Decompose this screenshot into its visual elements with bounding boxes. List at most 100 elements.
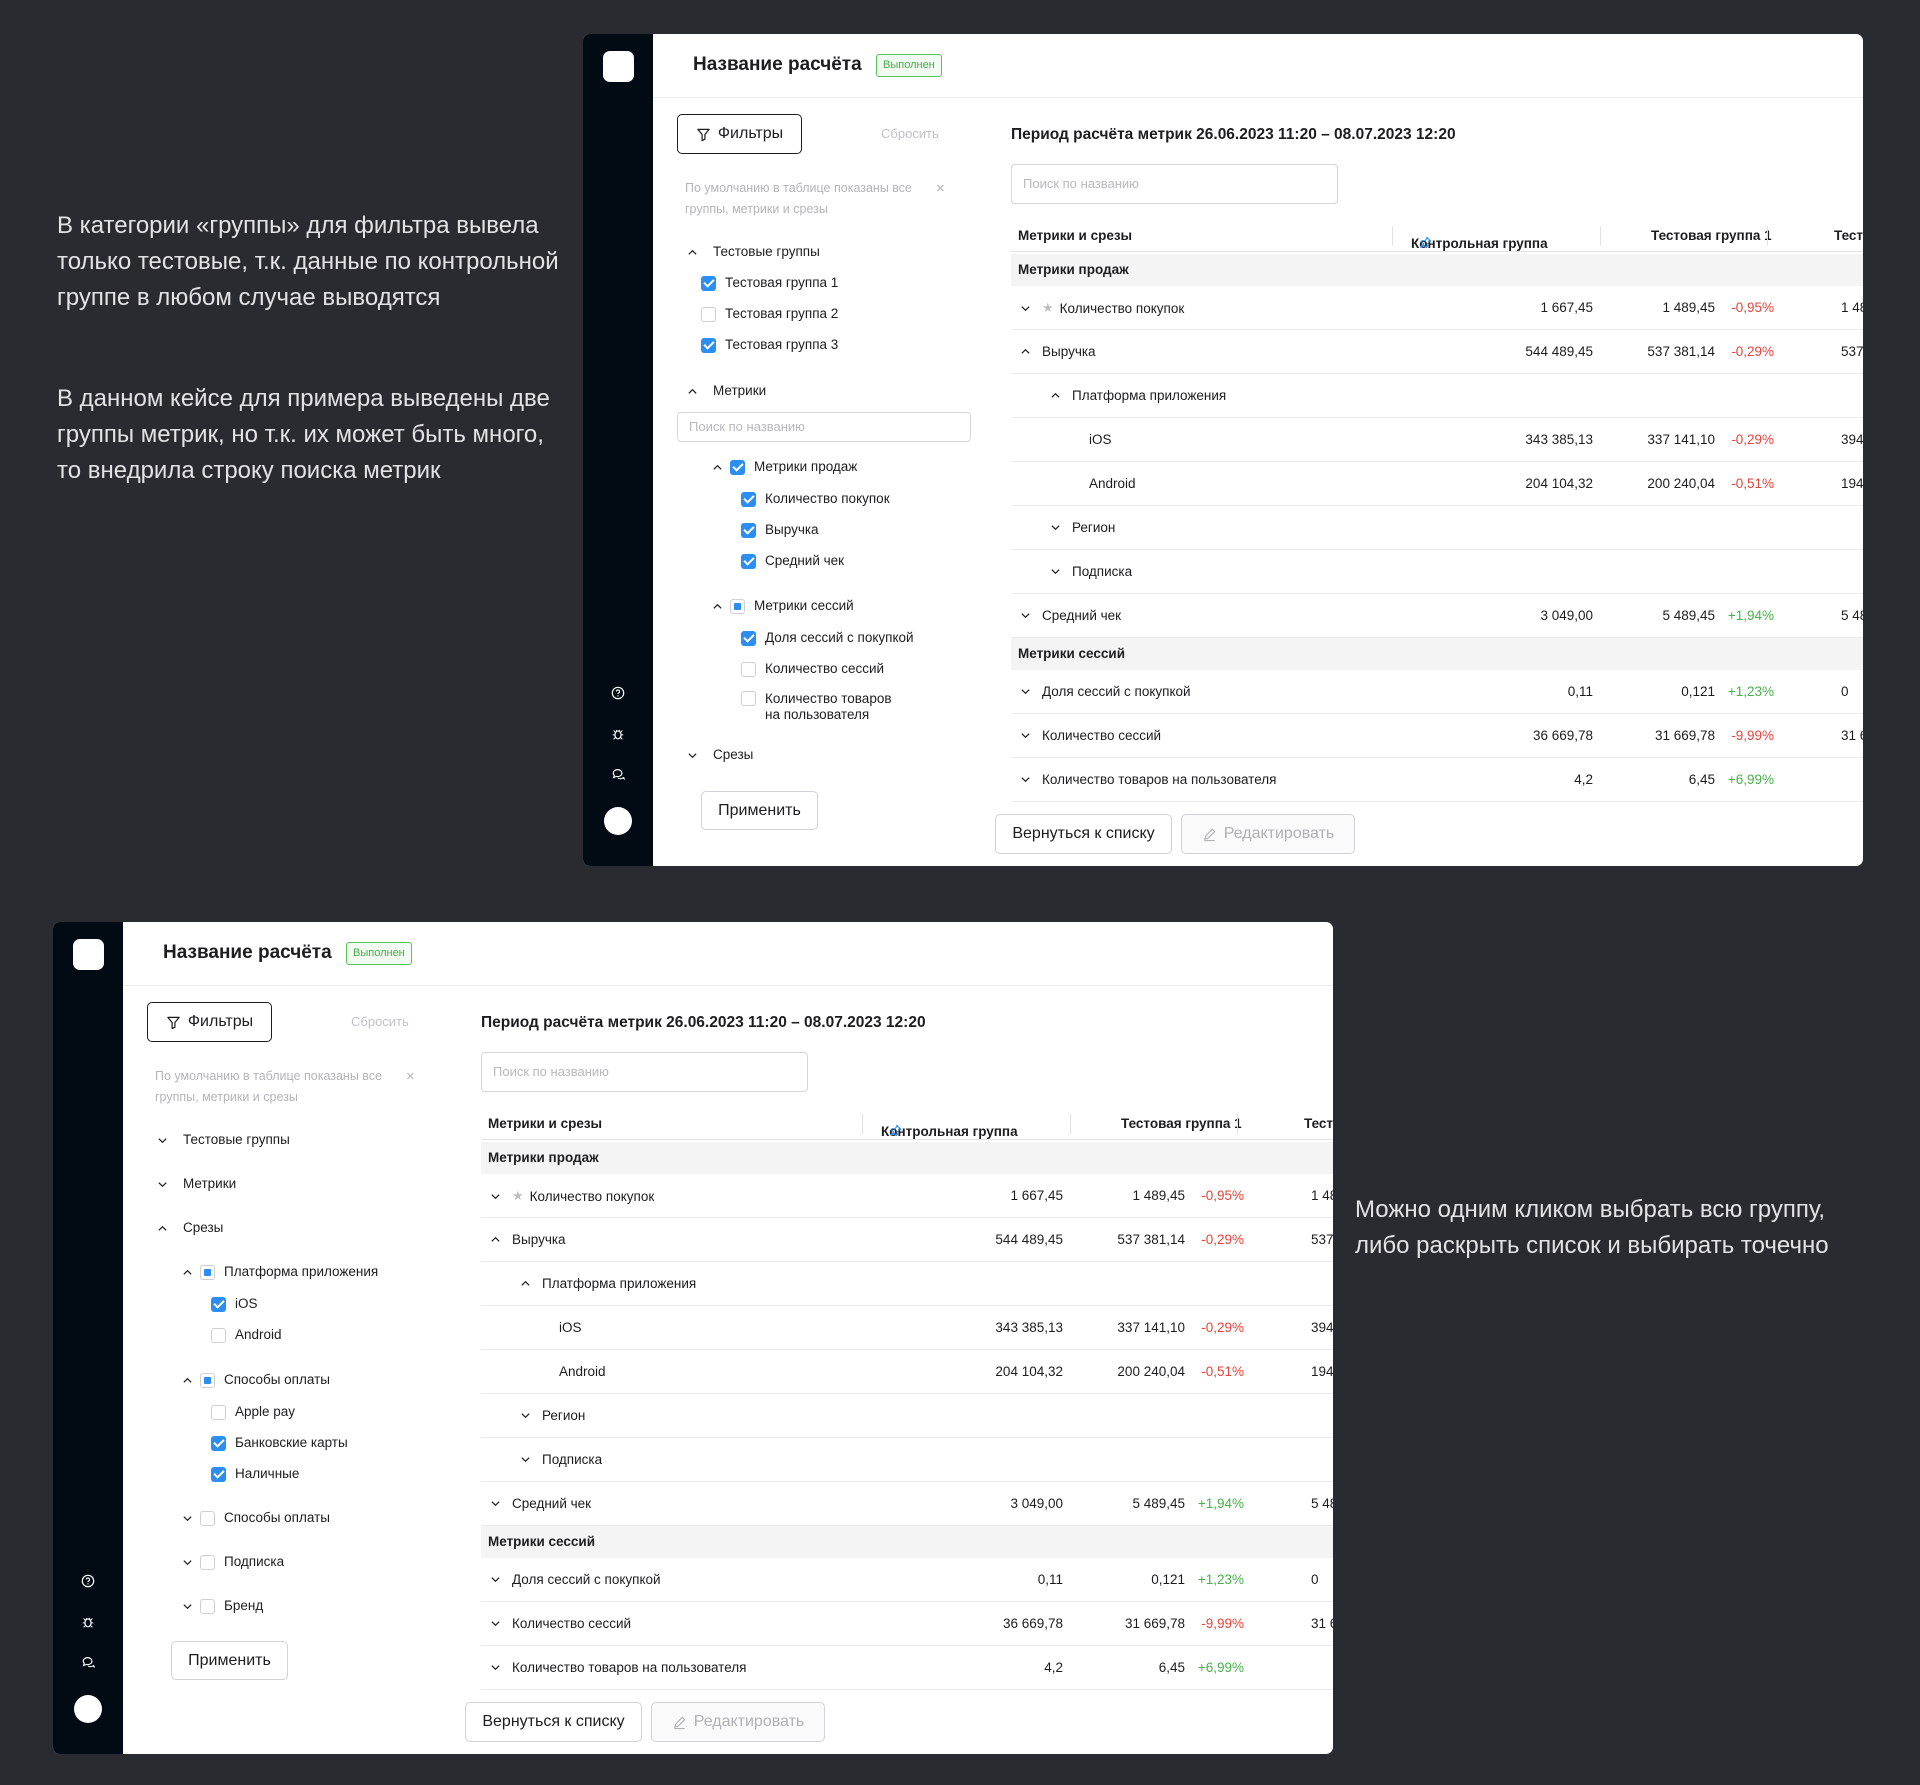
chat-icon[interactable] xyxy=(53,1651,123,1673)
chevron-down-icon[interactable] xyxy=(1048,521,1062,535)
pin-icon[interactable] xyxy=(889,1124,902,1140)
filters-button[interactable]: Фильтры xyxy=(147,1002,272,1042)
checkbox[interactable] xyxy=(211,1327,226,1343)
app-logo[interactable] xyxy=(603,51,634,82)
chevron-up-icon[interactable] xyxy=(518,1277,532,1291)
table-row[interactable]: Средний чек 3 049,00 5 489,45 +1,94% 5 4… xyxy=(1011,594,1863,638)
filter-sessions-group[interactable]: Метрики сессий xyxy=(710,598,854,614)
filter-section-slices[interactable]: Срезы xyxy=(155,1220,223,1236)
reset-button[interactable]: Сбросить xyxy=(881,126,939,141)
checkbox[interactable] xyxy=(200,1510,215,1526)
table-row[interactable]: ★ Количество покупок 1 667,45 1 489,45 -0… xyxy=(481,1174,1333,1218)
hint-close-icon[interactable]: × xyxy=(936,180,945,197)
filter-payment-item[interactable]: Apple pay xyxy=(211,1404,295,1420)
checkbox[interactable] xyxy=(200,1598,215,1614)
table-row[interactable]: Подписка xyxy=(1011,550,1863,594)
table-row[interactable]: Количество товаров на пользователя 4,2 6… xyxy=(1011,758,1863,802)
table-row[interactable]: iOS 343 385,13 337 141,10 -0,29% 394 73 xyxy=(481,1306,1333,1350)
table-row[interactable]: Android 204 104,32 200 240,04 -0,51% 194… xyxy=(481,1350,1333,1394)
apply-button[interactable]: Применить xyxy=(701,791,818,830)
chevron-down-icon[interactable] xyxy=(488,1661,502,1675)
filter-section-groups[interactable]: Тестовые группы xyxy=(685,244,820,260)
checkbox[interactable] xyxy=(200,1372,215,1388)
search-input[interactable]: Поиск по названию xyxy=(1011,164,1338,204)
bug-icon[interactable] xyxy=(583,723,653,745)
filters-button[interactable]: Фильтры xyxy=(677,114,802,154)
checkbox[interactable] xyxy=(741,553,756,569)
filter-section-metrics[interactable]: Метрики xyxy=(155,1176,236,1192)
chat-icon[interactable] xyxy=(583,763,653,785)
checkbox[interactable] xyxy=(730,598,745,614)
pin-icon[interactable] xyxy=(1419,236,1432,252)
checkbox[interactable] xyxy=(741,630,756,646)
chevron-down-icon[interactable] xyxy=(1018,301,1032,315)
chevron-down-icon[interactable] xyxy=(1018,685,1032,699)
app-logo[interactable] xyxy=(73,939,104,970)
table-row[interactable]: Выручка 544 489,45 537 381,14 -0,29% 537… xyxy=(481,1218,1333,1262)
filter-group-2[interactable]: Тестовая группа 2 xyxy=(701,306,838,322)
checkbox[interactable] xyxy=(200,1264,215,1280)
table-row[interactable]: Платформа приложения xyxy=(481,1262,1333,1306)
checkbox[interactable] xyxy=(701,275,716,291)
bug-icon[interactable] xyxy=(53,1611,123,1633)
checkbox[interactable] xyxy=(741,491,756,507)
table-row[interactable]: Платформа приложения xyxy=(1011,374,1863,418)
metrics-search-input[interactable]: Поиск по названию xyxy=(677,412,971,442)
table-row[interactable]: ★ Количество покупок 1 667,45 1 489,45 -0… xyxy=(1011,286,1863,330)
chevron-down-icon[interactable] xyxy=(518,1409,532,1423)
search-input[interactable]: Поиск по названию xyxy=(481,1052,808,1092)
filter-section-metrics[interactable]: Метрики xyxy=(685,383,766,399)
table-row[interactable]: Регион xyxy=(1011,506,1863,550)
filter-sales-item[interactable]: Средний чек xyxy=(741,553,844,569)
table-row[interactable]: Количество сессий 36 669,78 31 669,78 -9… xyxy=(1011,714,1863,758)
chevron-down-icon[interactable] xyxy=(488,1617,502,1631)
star-icon[interactable]: ★ xyxy=(512,1188,524,1203)
filter-platform-group[interactable]: Платформа приложения xyxy=(180,1264,378,1280)
table-row[interactable]: Доля сессий с покупкой 0,11 0,121 +1,23%… xyxy=(481,1558,1333,1602)
table-row[interactable]: Android 204 104,32 200 240,04 -0,51% 194… xyxy=(1011,462,1863,506)
filter-sessions-item[interactable]: Количество товаров на пользователя xyxy=(741,691,892,723)
chevron-up-icon[interactable] xyxy=(1048,389,1062,403)
user-avatar[interactable] xyxy=(74,1695,102,1723)
table-row[interactable]: Регион xyxy=(481,1394,1333,1438)
checkbox[interactable] xyxy=(211,1435,226,1451)
table-row[interactable]: Подписка xyxy=(481,1438,1333,1482)
help-icon[interactable] xyxy=(53,1570,123,1592)
checkbox[interactable] xyxy=(200,1554,215,1570)
chevron-down-icon[interactable] xyxy=(518,1453,532,1467)
filter-group-3[interactable]: Тестовая группа 3 xyxy=(701,337,838,353)
chevron-up-icon[interactable] xyxy=(1018,345,1032,359)
checkbox[interactable] xyxy=(741,522,756,538)
filter-payment-item[interactable]: Банковские карты xyxy=(211,1435,348,1451)
user-avatar[interactable] xyxy=(604,807,632,835)
hint-close-icon[interactable]: × xyxy=(406,1068,415,1085)
filter-collapsed-group[interactable]: Бренд xyxy=(180,1598,263,1614)
filter-section-slices[interactable]: Срезы xyxy=(685,747,753,763)
back-button[interactable]: Вернуться к списку xyxy=(465,1702,642,1742)
table-row[interactable]: Доля сессий с покупкой 0,11 0,121 +1,23%… xyxy=(1011,670,1863,714)
checkbox[interactable] xyxy=(701,337,716,353)
filter-sessions-item[interactable]: Доля сессий с покупкой xyxy=(741,630,914,646)
chevron-down-icon[interactable] xyxy=(488,1573,502,1587)
chevron-down-icon[interactable] xyxy=(488,1189,502,1203)
filter-section-groups[interactable]: Тестовые группы xyxy=(155,1132,290,1148)
filter-collapsed-group[interactable]: Способы оплаты xyxy=(180,1510,330,1526)
chevron-down-icon[interactable] xyxy=(1018,609,1032,623)
chevron-down-icon[interactable] xyxy=(1018,773,1032,787)
help-icon[interactable] xyxy=(583,682,653,704)
checkbox[interactable] xyxy=(701,306,716,322)
checkbox[interactable] xyxy=(211,1296,226,1312)
apply-button[interactable]: Применить xyxy=(171,1641,288,1680)
reset-button[interactable]: Сбросить xyxy=(351,1014,409,1029)
table-row[interactable]: Количество сессий 36 669,78 31 669,78 -9… xyxy=(481,1602,1333,1646)
chevron-down-icon[interactable] xyxy=(1018,729,1032,743)
chevron-down-icon[interactable] xyxy=(1048,565,1062,579)
chevron-down-icon[interactable] xyxy=(488,1497,502,1511)
table-row[interactable]: Средний чек 3 049,00 5 489,45 +1,94% 5 4… xyxy=(481,1482,1333,1526)
filter-payment-group[interactable]: Способы оплаты xyxy=(180,1372,330,1388)
checkbox[interactable] xyxy=(741,661,756,677)
checkbox[interactable] xyxy=(211,1404,226,1420)
checkbox[interactable] xyxy=(730,459,745,475)
chevron-up-icon[interactable] xyxy=(488,1233,502,1247)
filter-sales-item[interactable]: Количество покупок xyxy=(741,491,890,507)
